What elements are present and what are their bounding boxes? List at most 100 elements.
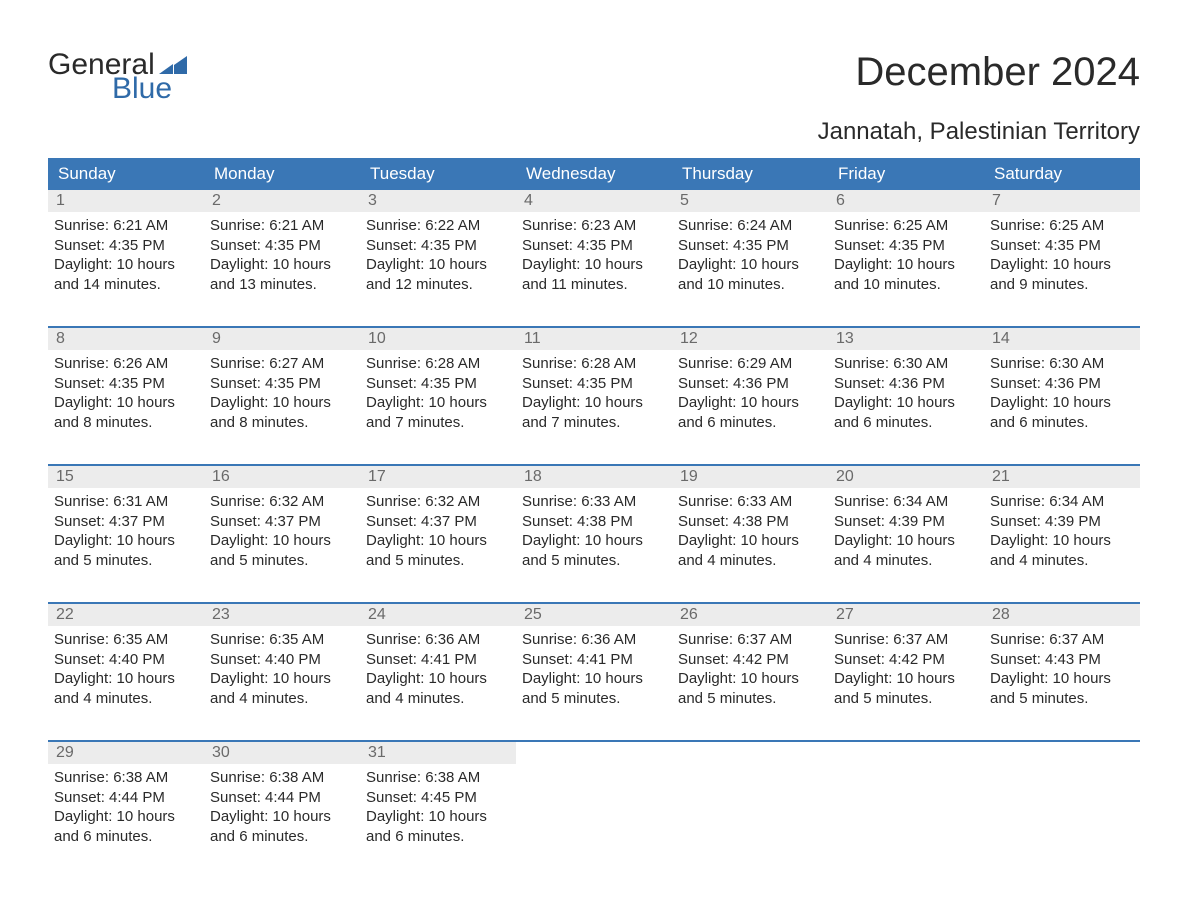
day-detail: Sunrise: 6:32 AMSunset: 4:37 PMDaylight:… [204, 488, 360, 578]
day-number: 7 [984, 190, 1140, 212]
day-cell: 2Sunrise: 6:21 AMSunset: 4:35 PMDaylight… [204, 190, 360, 312]
day-number: 25 [516, 604, 672, 626]
day-detail: Sunrise: 6:34 AMSunset: 4:39 PMDaylight:… [828, 488, 984, 578]
day-number: 29 [48, 742, 204, 764]
logo-text-blue: Blue [112, 74, 187, 104]
day-detail: Sunrise: 6:26 AMSunset: 4:35 PMDaylight:… [48, 350, 204, 440]
day-number: 23 [204, 604, 360, 626]
day-cell: 26Sunrise: 6:37 AMSunset: 4:42 PMDayligh… [672, 604, 828, 726]
day-detail: Sunrise: 6:29 AMSunset: 4:36 PMDaylight:… [672, 350, 828, 440]
day-detail: Sunrise: 6:28 AMSunset: 4:35 PMDaylight:… [516, 350, 672, 440]
weekday-friday: Friday [828, 158, 984, 190]
weekday-monday: Monday [204, 158, 360, 190]
day-detail: Sunrise: 6:23 AMSunset: 4:35 PMDaylight:… [516, 212, 672, 302]
day-cell: 27Sunrise: 6:37 AMSunset: 4:42 PMDayligh… [828, 604, 984, 726]
day-number: 13 [828, 328, 984, 350]
weekday-saturday: Saturday [984, 158, 1140, 190]
day-detail: Sunrise: 6:33 AMSunset: 4:38 PMDaylight:… [516, 488, 672, 578]
day-number: 14 [984, 328, 1140, 350]
day-number: 11 [516, 328, 672, 350]
day-detail: Sunrise: 6:25 AMSunset: 4:35 PMDaylight:… [828, 212, 984, 302]
day-cell: 10Sunrise: 6:28 AMSunset: 4:35 PMDayligh… [360, 328, 516, 450]
day-cell: 20Sunrise: 6:34 AMSunset: 4:39 PMDayligh… [828, 466, 984, 588]
day-detail: Sunrise: 6:24 AMSunset: 4:35 PMDaylight:… [672, 212, 828, 302]
week-row: 22Sunrise: 6:35 AMSunset: 4:40 PMDayligh… [48, 602, 1140, 726]
calendar: SundayMondayTuesdayWednesdayThursdayFrid… [48, 158, 1140, 864]
day-number: 21 [984, 466, 1140, 488]
day-cell: 4Sunrise: 6:23 AMSunset: 4:35 PMDaylight… [516, 190, 672, 312]
day-detail: Sunrise: 6:21 AMSunset: 4:35 PMDaylight:… [204, 212, 360, 302]
day-cell [672, 742, 828, 864]
day-number: 16 [204, 466, 360, 488]
flag-icon [159, 56, 187, 74]
weekday-tuesday: Tuesday [360, 158, 516, 190]
week-row: 1Sunrise: 6:21 AMSunset: 4:35 PMDaylight… [48, 190, 1140, 312]
day-number: 15 [48, 466, 204, 488]
day-cell: 3Sunrise: 6:22 AMSunset: 4:35 PMDaylight… [360, 190, 516, 312]
week-row: 29Sunrise: 6:38 AMSunset: 4:44 PMDayligh… [48, 740, 1140, 864]
day-cell: 7Sunrise: 6:25 AMSunset: 4:35 PMDaylight… [984, 190, 1140, 312]
day-cell [984, 742, 1140, 864]
day-cell: 22Sunrise: 6:35 AMSunset: 4:40 PMDayligh… [48, 604, 204, 726]
day-cell: 14Sunrise: 6:30 AMSunset: 4:36 PMDayligh… [984, 328, 1140, 450]
day-detail: Sunrise: 6:30 AMSunset: 4:36 PMDaylight:… [828, 350, 984, 440]
day-detail: Sunrise: 6:37 AMSunset: 4:42 PMDaylight:… [672, 626, 828, 716]
day-detail: Sunrise: 6:36 AMSunset: 4:41 PMDaylight:… [360, 626, 516, 716]
day-detail: Sunrise: 6:36 AMSunset: 4:41 PMDaylight:… [516, 626, 672, 716]
day-detail: Sunrise: 6:22 AMSunset: 4:35 PMDaylight:… [360, 212, 516, 302]
day-cell: 17Sunrise: 6:32 AMSunset: 4:37 PMDayligh… [360, 466, 516, 588]
day-cell: 8Sunrise: 6:26 AMSunset: 4:35 PMDaylight… [48, 328, 204, 450]
day-detail: Sunrise: 6:38 AMSunset: 4:44 PMDaylight:… [204, 764, 360, 854]
day-detail: Sunrise: 6:35 AMSunset: 4:40 PMDaylight:… [48, 626, 204, 716]
day-detail: Sunrise: 6:21 AMSunset: 4:35 PMDaylight:… [48, 212, 204, 302]
header: General Blue December 2024 [48, 50, 1140, 104]
day-cell: 11Sunrise: 6:28 AMSunset: 4:35 PMDayligh… [516, 328, 672, 450]
day-detail: Sunrise: 6:31 AMSunset: 4:37 PMDaylight:… [48, 488, 204, 578]
day-cell: 28Sunrise: 6:37 AMSunset: 4:43 PMDayligh… [984, 604, 1140, 726]
day-number: 24 [360, 604, 516, 626]
day-number: 3 [360, 190, 516, 212]
day-number: 17 [360, 466, 516, 488]
day-cell: 15Sunrise: 6:31 AMSunset: 4:37 PMDayligh… [48, 466, 204, 588]
day-cell: 5Sunrise: 6:24 AMSunset: 4:35 PMDaylight… [672, 190, 828, 312]
day-detail: Sunrise: 6:37 AMSunset: 4:42 PMDaylight:… [828, 626, 984, 716]
day-cell: 1Sunrise: 6:21 AMSunset: 4:35 PMDaylight… [48, 190, 204, 312]
day-number: 2 [204, 190, 360, 212]
day-number: 9 [204, 328, 360, 350]
week-row: 15Sunrise: 6:31 AMSunset: 4:37 PMDayligh… [48, 464, 1140, 588]
day-number: 31 [360, 742, 516, 764]
weekday-sunday: Sunday [48, 158, 204, 190]
day-number: 10 [360, 328, 516, 350]
day-detail: Sunrise: 6:28 AMSunset: 4:35 PMDaylight:… [360, 350, 516, 440]
day-cell: 6Sunrise: 6:25 AMSunset: 4:35 PMDaylight… [828, 190, 984, 312]
day-cell: 25Sunrise: 6:36 AMSunset: 4:41 PMDayligh… [516, 604, 672, 726]
day-cell: 29Sunrise: 6:38 AMSunset: 4:44 PMDayligh… [48, 742, 204, 864]
day-number: 27 [828, 604, 984, 626]
month-title: December 2024 [855, 50, 1140, 95]
day-detail: Sunrise: 6:27 AMSunset: 4:35 PMDaylight:… [204, 350, 360, 440]
day-detail: Sunrise: 6:35 AMSunset: 4:40 PMDaylight:… [204, 626, 360, 716]
day-cell: 12Sunrise: 6:29 AMSunset: 4:36 PMDayligh… [672, 328, 828, 450]
week-row: 8Sunrise: 6:26 AMSunset: 4:35 PMDaylight… [48, 326, 1140, 450]
day-cell: 23Sunrise: 6:35 AMSunset: 4:40 PMDayligh… [204, 604, 360, 726]
day-number: 19 [672, 466, 828, 488]
logo: General Blue [48, 50, 187, 104]
day-cell [516, 742, 672, 864]
day-number: 22 [48, 604, 204, 626]
day-cell: 24Sunrise: 6:36 AMSunset: 4:41 PMDayligh… [360, 604, 516, 726]
day-cell: 31Sunrise: 6:38 AMSunset: 4:45 PMDayligh… [360, 742, 516, 864]
weekday-header: SundayMondayTuesdayWednesdayThursdayFrid… [48, 158, 1140, 190]
day-detail: Sunrise: 6:38 AMSunset: 4:44 PMDaylight:… [48, 764, 204, 854]
day-cell [828, 742, 984, 864]
day-cell: 21Sunrise: 6:34 AMSunset: 4:39 PMDayligh… [984, 466, 1140, 588]
day-number: 1 [48, 190, 204, 212]
location-label: Jannatah, Palestinian Territory [48, 118, 1140, 146]
day-number: 28 [984, 604, 1140, 626]
day-number: 30 [204, 742, 360, 764]
day-cell: 19Sunrise: 6:33 AMSunset: 4:38 PMDayligh… [672, 466, 828, 588]
day-detail: Sunrise: 6:37 AMSunset: 4:43 PMDaylight:… [984, 626, 1140, 716]
day-cell: 18Sunrise: 6:33 AMSunset: 4:38 PMDayligh… [516, 466, 672, 588]
day-cell: 13Sunrise: 6:30 AMSunset: 4:36 PMDayligh… [828, 328, 984, 450]
day-number: 5 [672, 190, 828, 212]
day-cell: 16Sunrise: 6:32 AMSunset: 4:37 PMDayligh… [204, 466, 360, 588]
